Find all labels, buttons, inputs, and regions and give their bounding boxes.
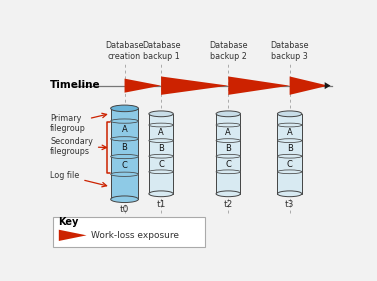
Ellipse shape bbox=[277, 154, 302, 158]
Text: B: B bbox=[225, 144, 231, 153]
Ellipse shape bbox=[111, 137, 138, 141]
Text: Database
backup 3: Database backup 3 bbox=[270, 41, 309, 61]
Text: Log file: Log file bbox=[50, 171, 107, 187]
Text: t2: t2 bbox=[224, 200, 233, 209]
Polygon shape bbox=[325, 82, 331, 89]
Text: Timeline: Timeline bbox=[50, 80, 101, 90]
Text: t1: t1 bbox=[156, 200, 166, 209]
Ellipse shape bbox=[111, 196, 138, 203]
Text: C: C bbox=[158, 160, 164, 169]
Ellipse shape bbox=[216, 170, 241, 174]
Text: B: B bbox=[122, 143, 127, 152]
Text: C: C bbox=[287, 160, 293, 169]
Polygon shape bbox=[124, 79, 161, 93]
Text: B: B bbox=[287, 144, 293, 153]
Ellipse shape bbox=[149, 191, 173, 197]
Ellipse shape bbox=[216, 139, 241, 142]
Text: Secondary
filegroups: Secondary filegroups bbox=[50, 137, 107, 156]
Ellipse shape bbox=[111, 154, 138, 159]
Text: Work-loss exposure: Work-loss exposure bbox=[91, 231, 179, 240]
Text: Key: Key bbox=[58, 217, 78, 227]
Ellipse shape bbox=[111, 119, 138, 123]
Text: Database
creation: Database creation bbox=[105, 41, 144, 61]
Polygon shape bbox=[161, 76, 228, 95]
Ellipse shape bbox=[216, 123, 241, 127]
Text: C: C bbox=[225, 160, 231, 169]
Ellipse shape bbox=[277, 170, 302, 174]
Text: C: C bbox=[122, 161, 127, 170]
Text: Database
backup 2: Database backup 2 bbox=[209, 41, 248, 61]
Ellipse shape bbox=[216, 111, 241, 117]
Polygon shape bbox=[149, 114, 173, 194]
Ellipse shape bbox=[216, 154, 241, 158]
Polygon shape bbox=[277, 114, 302, 194]
Ellipse shape bbox=[149, 123, 173, 127]
Polygon shape bbox=[59, 230, 87, 241]
Text: B: B bbox=[158, 144, 164, 153]
Text: Database
backup 1: Database backup 1 bbox=[142, 41, 180, 61]
FancyBboxPatch shape bbox=[53, 217, 205, 247]
Ellipse shape bbox=[149, 170, 173, 174]
Polygon shape bbox=[216, 114, 241, 194]
Polygon shape bbox=[111, 108, 138, 199]
Ellipse shape bbox=[277, 139, 302, 142]
Ellipse shape bbox=[216, 191, 241, 197]
Ellipse shape bbox=[149, 154, 173, 158]
Polygon shape bbox=[290, 76, 328, 95]
Ellipse shape bbox=[277, 123, 302, 127]
Ellipse shape bbox=[111, 172, 138, 176]
Text: t3: t3 bbox=[285, 200, 294, 209]
Text: A: A bbox=[287, 128, 293, 137]
Polygon shape bbox=[228, 76, 290, 95]
Ellipse shape bbox=[111, 105, 138, 112]
Ellipse shape bbox=[277, 191, 302, 197]
Text: Primary
filegroup: Primary filegroup bbox=[50, 113, 107, 133]
Ellipse shape bbox=[149, 111, 173, 117]
Ellipse shape bbox=[149, 139, 173, 142]
Text: t0: t0 bbox=[120, 205, 129, 214]
Text: A: A bbox=[122, 125, 127, 134]
Ellipse shape bbox=[277, 111, 302, 117]
Text: A: A bbox=[225, 128, 231, 137]
Text: A: A bbox=[158, 128, 164, 137]
